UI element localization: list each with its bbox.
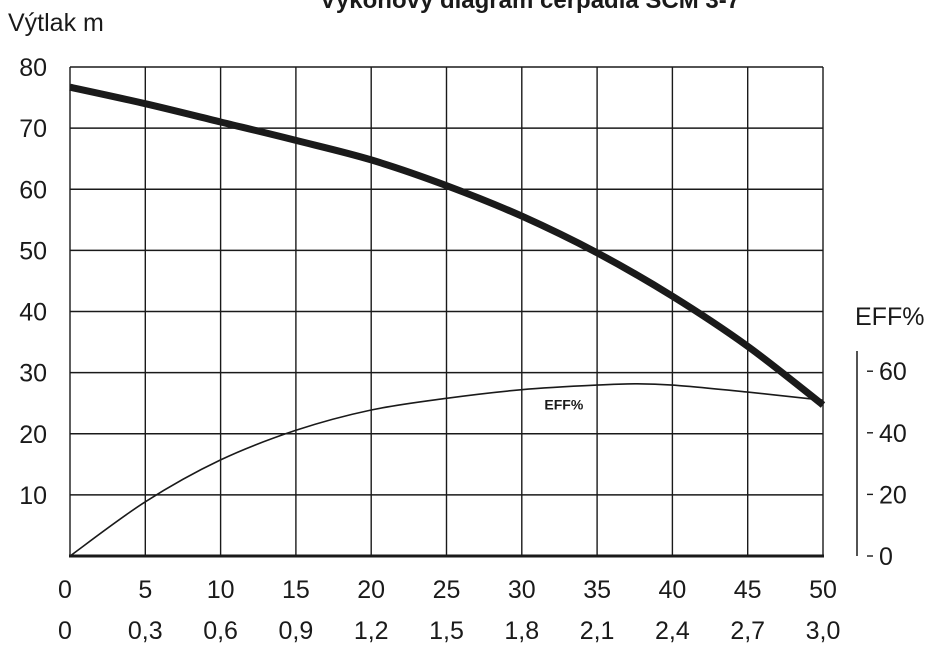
x-tick-label: 50 [809, 576, 837, 604]
x-secondary-tick-label: 0,3 [128, 617, 163, 645]
y-axis-title: Výtlak m [8, 9, 104, 37]
x-tick-label: 5 [138, 576, 152, 604]
axes [69, 351, 873, 558]
y-tick-label: 40 [19, 299, 47, 327]
efficiency-curve-label: EFF% [544, 397, 583, 413]
y2-tick-label: 40 [879, 420, 907, 448]
annotation-backing [540, 395, 593, 415]
x-tick-label: 20 [357, 576, 385, 604]
y-tick-label: 20 [19, 421, 47, 449]
x-secondary-tick-label: 0,6 [203, 617, 238, 645]
y-tick-label: 70 [19, 115, 47, 143]
y2-tick-label: 20 [879, 481, 907, 509]
x-secondary-tick-label: 2,7 [730, 617, 765, 645]
y-tick-label: 10 [19, 482, 47, 510]
x-tick-label: 35 [583, 576, 611, 604]
labels: 10 20 30 40 50 60 70 80 0 5 10 15 20 25 30 35 40 45 50 0 0,3… [8, 0, 924, 645]
x-tick-label: 40 [658, 576, 686, 604]
y2-tick-label: 60 [879, 358, 907, 386]
head-curve [69, 83, 826, 408]
y2-axis-title: EFF% [855, 303, 924, 331]
y2-tick-label: 0 [879, 543, 893, 571]
chart-title: Výkonový diagram čerpadla SCM 3-7 [320, 0, 740, 14]
x-tick-label: 25 [433, 576, 461, 604]
efficiency-curve [69, 382, 824, 557]
x-secondary-tick-label: 0,9 [279, 617, 314, 645]
x-secondary-tick-label: 1,5 [429, 617, 464, 645]
x-secondary-tick-label: 1,2 [354, 617, 389, 645]
y-tick-label: 30 [19, 360, 47, 388]
x-secondary-tick-label: 2,4 [655, 617, 690, 645]
y-tick-label: 60 [19, 176, 47, 204]
x-secondary-tick-label: 3,0 [806, 617, 841, 645]
series [69, 83, 826, 557]
x-tick-label: 10 [207, 576, 235, 604]
x-tick-label: 0 [58, 576, 72, 604]
x-secondary-tick-label: 0 [58, 617, 72, 645]
x-secondary-tick-label: 2,1 [580, 617, 615, 645]
grid [69, 66, 824, 557]
y-tick-label: 50 [19, 237, 47, 265]
x-tick-label: 45 [734, 576, 762, 604]
x-secondary-tick-label: 1,8 [504, 617, 539, 645]
x-tick-label: 30 [508, 576, 536, 604]
y-tick-label: 80 [19, 54, 47, 82]
x-tick-label: 15 [282, 576, 310, 604]
